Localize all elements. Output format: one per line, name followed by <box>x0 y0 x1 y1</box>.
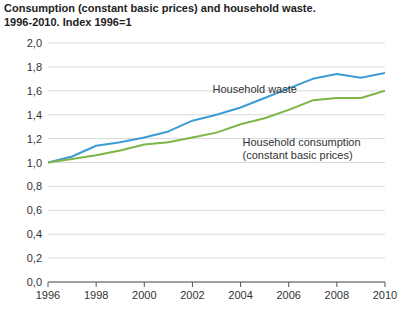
y-tick-label: 0,2 <box>27 252 42 264</box>
grid-line <box>48 66 385 67</box>
x-tick <box>240 282 241 287</box>
grid-line <box>48 282 385 283</box>
x-tick-label: 1998 <box>84 289 108 301</box>
x-tick <box>96 282 97 287</box>
x-tick <box>48 282 49 287</box>
x-tick <box>385 282 386 287</box>
y-tick-label: 1,0 <box>27 157 42 169</box>
series-label: Household waste <box>213 83 297 95</box>
x-tick-label: 2004 <box>228 289 252 301</box>
chart-container: Consumption (constant basic prices) and … <box>0 0 400 320</box>
x-tick-label: 2002 <box>180 289 204 301</box>
series-label: Household consumption(constant basic pri… <box>243 136 361 161</box>
y-tick-label: 0,6 <box>27 204 42 216</box>
series-line <box>48 91 385 163</box>
plot-area <box>48 73 385 163</box>
x-tick-label: 1996 <box>36 289 60 301</box>
y-tick-label: 1,4 <box>27 109 42 121</box>
x-tick <box>336 282 337 287</box>
y-tick-label: 0,4 <box>27 228 42 240</box>
x-tick-label: 2006 <box>276 289 300 301</box>
grid-line <box>48 162 385 163</box>
y-tick-label: 1,6 <box>27 85 42 97</box>
grid-line <box>48 258 385 259</box>
y-tick-label: 2,0 <box>27 37 42 49</box>
x-tick-label: 2000 <box>132 289 156 301</box>
y-tick-label: 0,8 <box>27 180 42 192</box>
series-label-line: (constant basic prices) <box>243 149 353 161</box>
y-tick-label: 1,8 <box>27 61 42 73</box>
subtitle: 1996-2010. Index 1996=1 <box>4 16 132 28</box>
x-tick <box>192 282 193 287</box>
series-label-line: Household consumption <box>243 136 361 148</box>
x-tick-label: 2008 <box>325 289 349 301</box>
series-line <box>48 73 385 163</box>
x-tick <box>144 282 145 287</box>
y-tick-label: 1,2 <box>27 133 42 145</box>
chart: Consumption (constant basic prices) and … <box>0 0 400 320</box>
title: Consumption (constant basic prices) and … <box>4 2 316 14</box>
grid-line <box>48 210 385 211</box>
grid-line <box>48 234 385 235</box>
x-axis <box>48 282 385 283</box>
grid-line <box>48 43 385 44</box>
grid-line <box>48 186 385 187</box>
y-tick-label: 0,0 <box>27 276 42 288</box>
x-tick <box>288 282 289 287</box>
x-tick-label: 2010 <box>373 289 397 301</box>
